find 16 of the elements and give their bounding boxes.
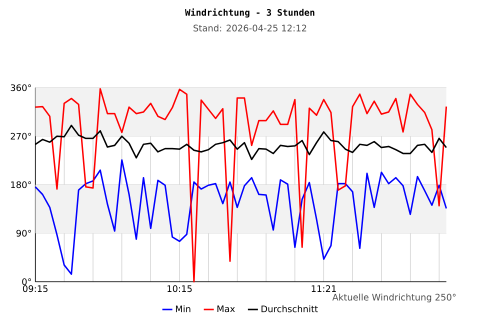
legend-label: Durchschnitt	[262, 305, 318, 312]
legend-label: Max	[217, 305, 235, 312]
y-tick-label: 90°	[16, 230, 31, 237]
chart-title: Windrichtung - 3 Stunden	[184, 8, 314, 18]
legend-label: Min	[176, 305, 190, 312]
y-tick-label: 270°	[10, 132, 31, 140]
chart-subtitle: Stand: 2026-04-25 12:12	[194, 24, 306, 32]
x-tick-label: 09:15	[22, 285, 48, 292]
y-tick-label: 180°	[11, 181, 31, 188]
y-tick-label: 360°	[10, 84, 31, 92]
text: Aktuelle Windrichtung 250°	[332, 294, 456, 302]
line-series	[34, 88, 448, 282]
x-tick-label: 10:15	[168, 285, 192, 292]
x-tick-label: 11:21	[312, 285, 336, 292]
line-series	[34, 159, 448, 275]
y-tick-label: 0°	[22, 278, 31, 286]
